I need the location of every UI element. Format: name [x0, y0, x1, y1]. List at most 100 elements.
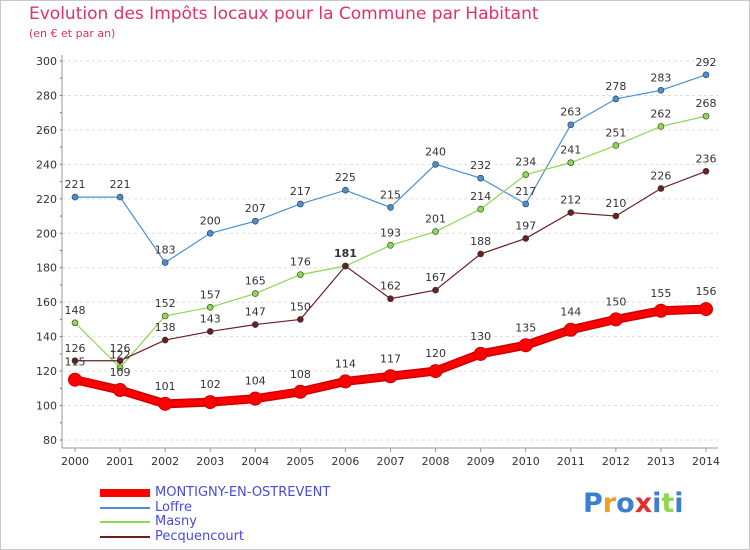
- y-tick-label: 200: [36, 227, 57, 240]
- data-label-masny: 201: [425, 213, 446, 226]
- data-label-montigny: 102: [200, 378, 221, 391]
- legend-swatch: [100, 507, 150, 509]
- y-tick-label: 260: [36, 124, 57, 137]
- data-point-montigny: [338, 374, 353, 389]
- data-point-masny: [567, 159, 575, 166]
- data-label-loffre: 217: [515, 185, 536, 198]
- data-label-pecquencourt: 197: [515, 219, 536, 232]
- data-label-masny: 262: [650, 107, 671, 120]
- legend-item: Pecquencourt: [100, 530, 244, 544]
- data-label-pecquencourt: 126: [110, 342, 131, 355]
- data-point-loffre: [387, 204, 394, 211]
- data-label-montigny: 109: [110, 366, 131, 379]
- data-point-loffre: [702, 71, 710, 79]
- legend-label: Loffre: [155, 500, 192, 515]
- data-label-masny: 268: [696, 97, 717, 110]
- data-point-masny: [161, 312, 169, 320]
- legend-label: Pecquencourt: [155, 529, 245, 544]
- y-tick-label: 140: [36, 331, 57, 344]
- data-point-montigny: [428, 364, 443, 379]
- data-point-loffre: [206, 229, 214, 237]
- x-tick-label: 2012: [602, 455, 630, 468]
- data-point-pecquencourt: [116, 357, 124, 365]
- data-point-masny: [387, 242, 394, 249]
- data-label-loffre: 283: [650, 71, 671, 84]
- data-point-pecquencourt: [522, 235, 530, 242]
- data-point-masny: [702, 112, 710, 120]
- data-point-pecquencourt: [297, 316, 304, 323]
- data-point-pecquencourt: [251, 321, 259, 328]
- legend-swatch: [100, 489, 150, 497]
- y-tick-label: 240: [36, 158, 57, 171]
- data-label-montigny: 144: [560, 306, 581, 319]
- data-label-loffre: 278: [605, 80, 626, 93]
- data-label-loffre: 232: [470, 159, 491, 172]
- data-label-masny: 176: [290, 256, 311, 269]
- data-label-montigny: 135: [515, 321, 536, 334]
- data-point-montigny: [158, 396, 173, 411]
- x-tick-label: 2011: [557, 455, 585, 468]
- data-label-loffre: 240: [425, 145, 446, 158]
- data-label-loffre: 215: [380, 188, 401, 201]
- data-label-pecquencourt: 138: [155, 321, 176, 334]
- data-label-montigny: 114: [335, 357, 356, 370]
- data-label-masny: 165: [245, 275, 266, 288]
- x-tick-label: 2010: [512, 455, 540, 468]
- data-label-loffre: 183: [155, 244, 176, 257]
- x-tick-label: 2005: [286, 455, 314, 468]
- x-tick-label: 2009: [467, 455, 495, 468]
- data-point-loffre: [612, 95, 620, 103]
- data-point-masny: [251, 290, 259, 297]
- data-label-masny: 241: [560, 144, 581, 157]
- data-point-pecquencourt: [612, 212, 620, 220]
- data-label-loffre: 221: [65, 178, 86, 191]
- legend-swatch: [100, 536, 150, 538]
- data-point-montigny: [563, 322, 578, 337]
- x-tick-label: 2007: [377, 455, 405, 468]
- data-point-pecquencourt: [161, 336, 169, 344]
- y-tick-label: 220: [36, 193, 57, 206]
- y-tick-label: 160: [36, 296, 57, 309]
- data-point-masny: [612, 142, 620, 149]
- x-tick-label: 2002: [151, 455, 179, 468]
- x-tick-label: 2008: [422, 455, 450, 468]
- x-tick-label: 2006: [331, 455, 359, 468]
- data-point-masny: [71, 319, 79, 327]
- data-label-loffre: 207: [245, 202, 266, 215]
- x-tick-label: 2013: [647, 455, 675, 468]
- y-tick-label: 280: [36, 89, 57, 102]
- data-point-pecquencourt: [387, 295, 394, 303]
- data-point-loffre: [657, 86, 665, 94]
- legend-item: Masny: [100, 515, 197, 529]
- data-point-loffre: [297, 200, 304, 208]
- data-point-montigny: [68, 372, 82, 387]
- data-point-montigny: [473, 346, 488, 361]
- data-point-loffre: [432, 161, 439, 168]
- legend-label: MONTIGNY-EN-OSTREVENT: [155, 485, 331, 500]
- data-label-loffre: 200: [200, 214, 221, 227]
- data-label-pecquencourt: 181: [334, 247, 357, 260]
- data-label-pecquencourt: 162: [380, 280, 401, 293]
- data-point-loffre: [71, 193, 79, 201]
- data-point-masny: [522, 171, 530, 178]
- data-point-montigny: [699, 302, 713, 317]
- data-label-pecquencourt: 147: [245, 306, 266, 319]
- data-point-masny: [477, 205, 484, 213]
- data-point-pecquencourt: [342, 262, 349, 270]
- data-label-pecquencourt: 167: [425, 271, 446, 284]
- data-point-masny: [206, 304, 214, 311]
- x-tick-label: 2000: [61, 455, 89, 468]
- data-point-pecquencourt: [702, 167, 710, 175]
- y-tick-label: 180: [36, 262, 57, 275]
- data-point-montigny: [608, 312, 623, 327]
- data-label-montigny: 155: [650, 287, 671, 300]
- data-point-montigny: [383, 369, 398, 384]
- data-label-montigny: 101: [155, 380, 176, 393]
- data-label-pecquencourt: 210: [605, 197, 626, 210]
- data-label-masny: 152: [155, 297, 176, 310]
- data-label-montigny: 104: [245, 375, 266, 388]
- data-label-pecquencourt: 236: [696, 152, 717, 165]
- y-tick-label: 300: [36, 55, 57, 68]
- data-point-montigny: [248, 391, 263, 406]
